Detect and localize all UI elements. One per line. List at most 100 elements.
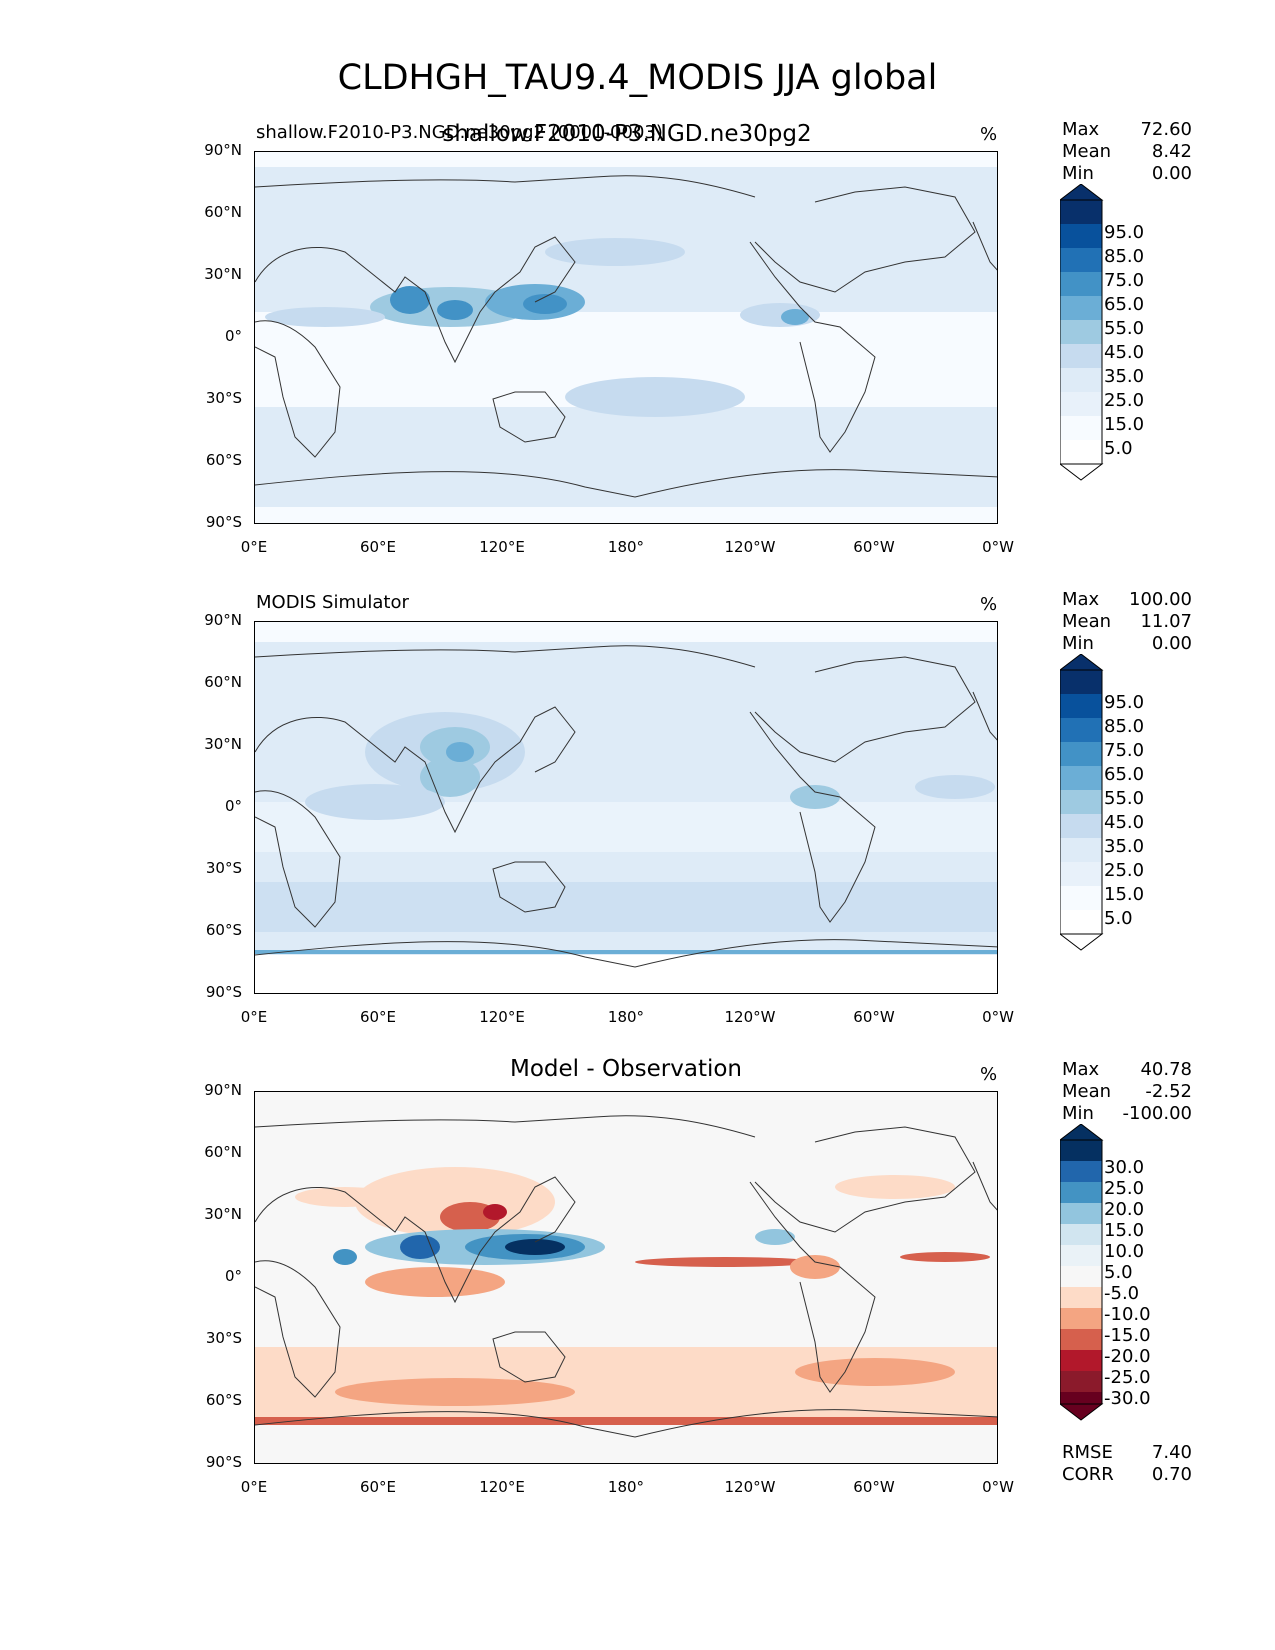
colorbar-label: 95.0 <box>1104 692 1145 713</box>
map-svg <box>255 152 997 523</box>
stat-mean: -2.52 <box>1145 1081 1192 1102</box>
panel-unit: % <box>980 594 998 615</box>
diff-stats-box: RMSE 7.40 CORR 0.70 <box>1062 1442 1192 1486</box>
stat-mean: 8.42 <box>1151 141 1192 162</box>
lat-tick: 90°N <box>204 1081 242 1099</box>
lat-tick: 30°S <box>205 389 242 407</box>
map-svg <box>255 622 997 993</box>
colorbar-label: 10.0 <box>1104 1241 1145 1262</box>
lat-tick: 30°S <box>205 1329 242 1347</box>
rmse-label: RMSE <box>1062 1442 1113 1463</box>
colorbar-label: 55.0 <box>1104 788 1145 809</box>
map-plot <box>254 151 998 524</box>
lon-tick: 60°W <box>853 538 895 556</box>
stat-label: Min <box>1062 163 1094 184</box>
panel-center-title: shallow.F2010-P3.NGD.ne30pg2 <box>442 121 812 147</box>
colorbar-label: -25.0 <box>1104 1367 1151 1388</box>
stat-max: 72.60 <box>1140 119 1192 140</box>
lat-tick: 90°S <box>205 1453 242 1471</box>
panel-left-title: shallow.F2010-P3.NGD.ne30pg2 (0001-0003) <box>256 122 663 143</box>
lon-tick: 0°E <box>240 1008 268 1026</box>
lon-tick: 0°W <box>982 538 1014 556</box>
stats-box: Max 72.60 Mean 8.42 Min 0.00 <box>1062 119 1192 185</box>
colorbar-label: 25.0 <box>1104 860 1145 881</box>
colorbar-label: 25.0 <box>1104 1178 1145 1199</box>
lon-tick: 60°E <box>359 538 397 556</box>
panel-unit: % <box>980 124 998 145</box>
colorbar-label: 45.0 <box>1104 812 1145 833</box>
stat-label: Min <box>1062 633 1094 654</box>
lon-tick: 60°W <box>853 1478 895 1496</box>
lon-tick: 120°W <box>724 1478 776 1496</box>
colorbar-label: 5.0 <box>1104 1262 1133 1283</box>
colorbar <box>1060 654 1104 951</box>
lat-tick: 30°N <box>204 735 242 753</box>
panel-left-title: MODIS Simulator <box>256 592 409 613</box>
lon-tick: 60°W <box>853 1008 895 1026</box>
stats-box: Max 100.00 Mean 11.07 Min 0.00 <box>1062 589 1192 655</box>
colorbar-label: 45.0 <box>1104 342 1145 363</box>
colorbar-label: 55.0 <box>1104 318 1145 339</box>
stat-label: Mean <box>1062 1081 1112 1102</box>
colorbar-label: 85.0 <box>1104 246 1145 267</box>
difference-panel: Model - Observation % <box>0 1047 1275 1517</box>
lat-tick: 0° <box>224 1267 242 1285</box>
colorbar-label: 20.0 <box>1104 1199 1145 1220</box>
colorbar-label: -10.0 <box>1104 1304 1151 1325</box>
colorbar-label: 75.0 <box>1104 270 1145 291</box>
lat-tick: 60°S <box>205 1391 242 1409</box>
stat-min: -100.00 <box>1122 1103 1192 1124</box>
colorbar-label: 15.0 <box>1104 884 1145 905</box>
colorbar-label: 85.0 <box>1104 716 1145 737</box>
lat-tick: 30°N <box>204 1205 242 1223</box>
reference-panel: MODIS Simulator % <box>0 577 1275 1047</box>
lat-tick: 90°S <box>205 513 242 531</box>
lon-tick: 60°E <box>359 1008 397 1026</box>
lon-tick: 120°W <box>724 538 776 556</box>
lon-tick: 0°W <box>982 1478 1014 1496</box>
corr-label: CORR <box>1062 1464 1114 1485</box>
colorbar-label: -20.0 <box>1104 1346 1151 1367</box>
stat-label: Max <box>1062 1059 1100 1080</box>
test-panel: shallow.F2010-P3.NGD.ne30pg2 (0001-0003)… <box>0 107 1275 577</box>
stat-min: 0.00 <box>1151 633 1192 654</box>
stat-label: Mean <box>1062 141 1112 162</box>
lat-tick: 0° <box>224 327 242 345</box>
colorbar-label: -15.0 <box>1104 1325 1151 1346</box>
lon-tick: 0°E <box>240 1478 268 1496</box>
panel-center-title: Model - Observation <box>509 1056 743 1082</box>
colorbar-label: 5.0 <box>1104 438 1133 459</box>
colorbar-label: 75.0 <box>1104 740 1145 761</box>
lat-tick: 90°N <box>204 141 242 159</box>
stat-label: Max <box>1062 119 1100 140</box>
colorbar-label: 35.0 <box>1104 366 1145 387</box>
colorbar-label: 65.0 <box>1104 294 1145 315</box>
lat-tick: 30°N <box>204 265 242 283</box>
stat-min: 0.00 <box>1151 163 1192 184</box>
lat-tick: 60°N <box>204 203 242 221</box>
lon-tick: 60°E <box>359 1478 397 1496</box>
lat-tick: 90°N <box>204 611 242 629</box>
colorbar-label: -30.0 <box>1104 1388 1151 1409</box>
colorbar-label: 15.0 <box>1104 414 1145 435</box>
lat-tick: 90°S <box>205 983 242 1001</box>
colorbar-label: 5.0 <box>1104 908 1133 929</box>
colorbar-label: 65.0 <box>1104 764 1145 785</box>
stat-label: Min <box>1062 1103 1094 1124</box>
lon-tick: 180° <box>607 1478 645 1496</box>
stat-max: 100.00 <box>1129 589 1192 610</box>
lon-tick: 180° <box>607 538 645 556</box>
lat-tick: 60°N <box>204 673 242 691</box>
lon-tick: 120°W <box>724 1008 776 1026</box>
colorbar <box>1060 1124 1104 1421</box>
lat-tick: 60°S <box>205 921 242 939</box>
lon-tick: 120°E <box>479 538 525 556</box>
map-plot <box>254 1091 998 1464</box>
stat-max: 40.78 <box>1140 1059 1192 1080</box>
lat-tick: 60°S <box>205 451 242 469</box>
colorbar-label: 25.0 <box>1104 390 1145 411</box>
colorbar-label: -5.0 <box>1104 1283 1140 1304</box>
panel-unit: % <box>980 1064 998 1085</box>
lon-tick: 120°E <box>479 1478 525 1496</box>
lat-tick: 0° <box>224 797 242 815</box>
